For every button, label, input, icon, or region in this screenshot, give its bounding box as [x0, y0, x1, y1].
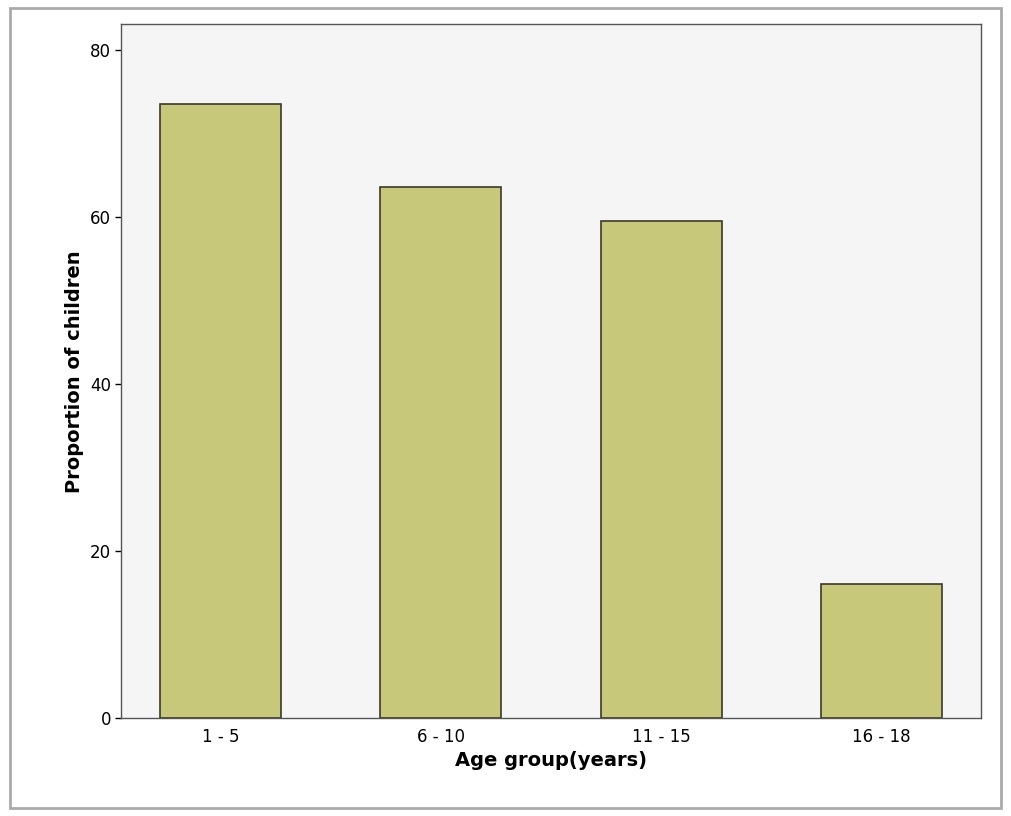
Bar	[380, 188, 501, 718]
Bar	[601, 221, 722, 718]
X-axis label: Age group(years): Age group(years)	[455, 752, 647, 770]
Y-axis label: Proportion of children: Proportion of children	[66, 250, 84, 493]
Bar	[161, 104, 281, 718]
Bar	[821, 584, 941, 718]
